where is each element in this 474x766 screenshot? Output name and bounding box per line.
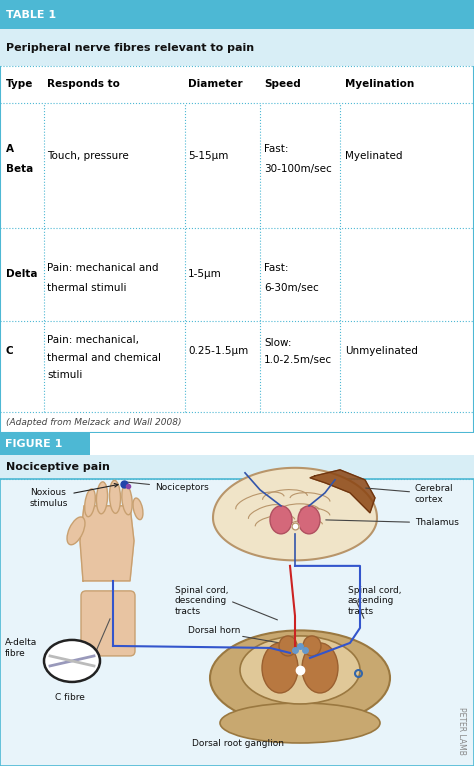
Text: Cerebral
cortex: Cerebral cortex — [366, 484, 454, 503]
Text: Pain: mechanical,: Pain: mechanical, — [47, 336, 139, 345]
Text: Nociceptors: Nociceptors — [127, 482, 209, 493]
Text: Speed: Speed — [264, 80, 301, 90]
Text: Fast:: Fast: — [264, 263, 289, 273]
Text: Responds to: Responds to — [47, 80, 120, 90]
Text: Myelination: Myelination — [345, 80, 414, 90]
Text: 0.25-1.5μm: 0.25-1.5μm — [188, 346, 248, 356]
Polygon shape — [80, 506, 134, 581]
Ellipse shape — [133, 498, 143, 519]
Text: Pain: mechanical and: Pain: mechanical and — [47, 263, 158, 273]
Text: thermal stimuli: thermal stimuli — [47, 283, 127, 293]
Text: Type: Type — [6, 80, 33, 90]
Text: 5-15μm: 5-15μm — [188, 151, 228, 161]
Ellipse shape — [270, 506, 292, 534]
Ellipse shape — [298, 506, 320, 534]
Text: Slow:: Slow: — [264, 338, 292, 348]
Bar — [0, 433, 90, 455]
Ellipse shape — [302, 643, 338, 693]
Text: Noxious
stimulus: Noxious stimulus — [30, 483, 118, 508]
Text: Myelinated: Myelinated — [345, 151, 402, 161]
Text: Dorsal horn: Dorsal horn — [188, 627, 240, 636]
Ellipse shape — [96, 482, 108, 514]
Text: A-delta
fibre: A-delta fibre — [5, 638, 37, 658]
Ellipse shape — [210, 630, 390, 725]
Ellipse shape — [85, 489, 95, 517]
Ellipse shape — [44, 640, 100, 682]
Text: Fast:: Fast: — [264, 144, 289, 154]
Text: Diameter: Diameter — [188, 80, 243, 90]
Ellipse shape — [109, 480, 120, 513]
Text: A: A — [6, 144, 14, 154]
Text: 30-100m/sec: 30-100m/sec — [264, 164, 332, 174]
PathPatch shape — [213, 468, 377, 561]
Bar — [0, 0, 474, 29]
Text: PETER LAMB: PETER LAMB — [457, 707, 466, 755]
Text: FIGURE 1: FIGURE 1 — [5, 439, 63, 449]
Text: Spinal cord,
descending
tracts: Spinal cord, descending tracts — [175, 586, 228, 616]
Text: 1-5μm: 1-5μm — [188, 270, 222, 280]
Ellipse shape — [240, 636, 360, 704]
Polygon shape — [310, 470, 375, 513]
Bar — [0, 29, 474, 66]
Text: Unmyelinated: Unmyelinated — [345, 346, 418, 356]
Text: Delta: Delta — [6, 270, 37, 280]
Text: Beta: Beta — [6, 164, 33, 174]
Text: C: C — [6, 346, 14, 356]
Bar — [0, 479, 474, 766]
Ellipse shape — [67, 517, 85, 545]
Text: Dorsal root ganglion: Dorsal root ganglion — [192, 739, 284, 748]
Text: Peripheral nerve fibres relevant to pain: Peripheral nerve fibres relevant to pain — [6, 42, 254, 53]
Ellipse shape — [279, 636, 297, 656]
Ellipse shape — [122, 485, 132, 515]
Text: TABLE 1: TABLE 1 — [6, 9, 56, 19]
Ellipse shape — [262, 643, 298, 693]
Bar — [0, 455, 474, 479]
Ellipse shape — [220, 703, 380, 743]
Text: 1.0-2.5m/sec: 1.0-2.5m/sec — [264, 355, 332, 365]
Text: Thalamus: Thalamus — [326, 519, 459, 527]
Text: (Adapted from Melzack and Wall 2008): (Adapted from Melzack and Wall 2008) — [6, 417, 182, 427]
Text: stimuli: stimuli — [47, 370, 82, 380]
FancyBboxPatch shape — [81, 591, 135, 656]
Text: Spinal cord,
ascending
tracts: Spinal cord, ascending tracts — [348, 586, 401, 616]
Text: Nociceptive pain: Nociceptive pain — [6, 462, 110, 472]
Text: thermal and chemical: thermal and chemical — [47, 352, 161, 362]
Text: 6-30m/sec: 6-30m/sec — [264, 283, 319, 293]
Text: C fibre: C fibre — [55, 693, 85, 702]
Ellipse shape — [303, 636, 321, 656]
Text: Touch, pressure: Touch, pressure — [47, 151, 129, 161]
